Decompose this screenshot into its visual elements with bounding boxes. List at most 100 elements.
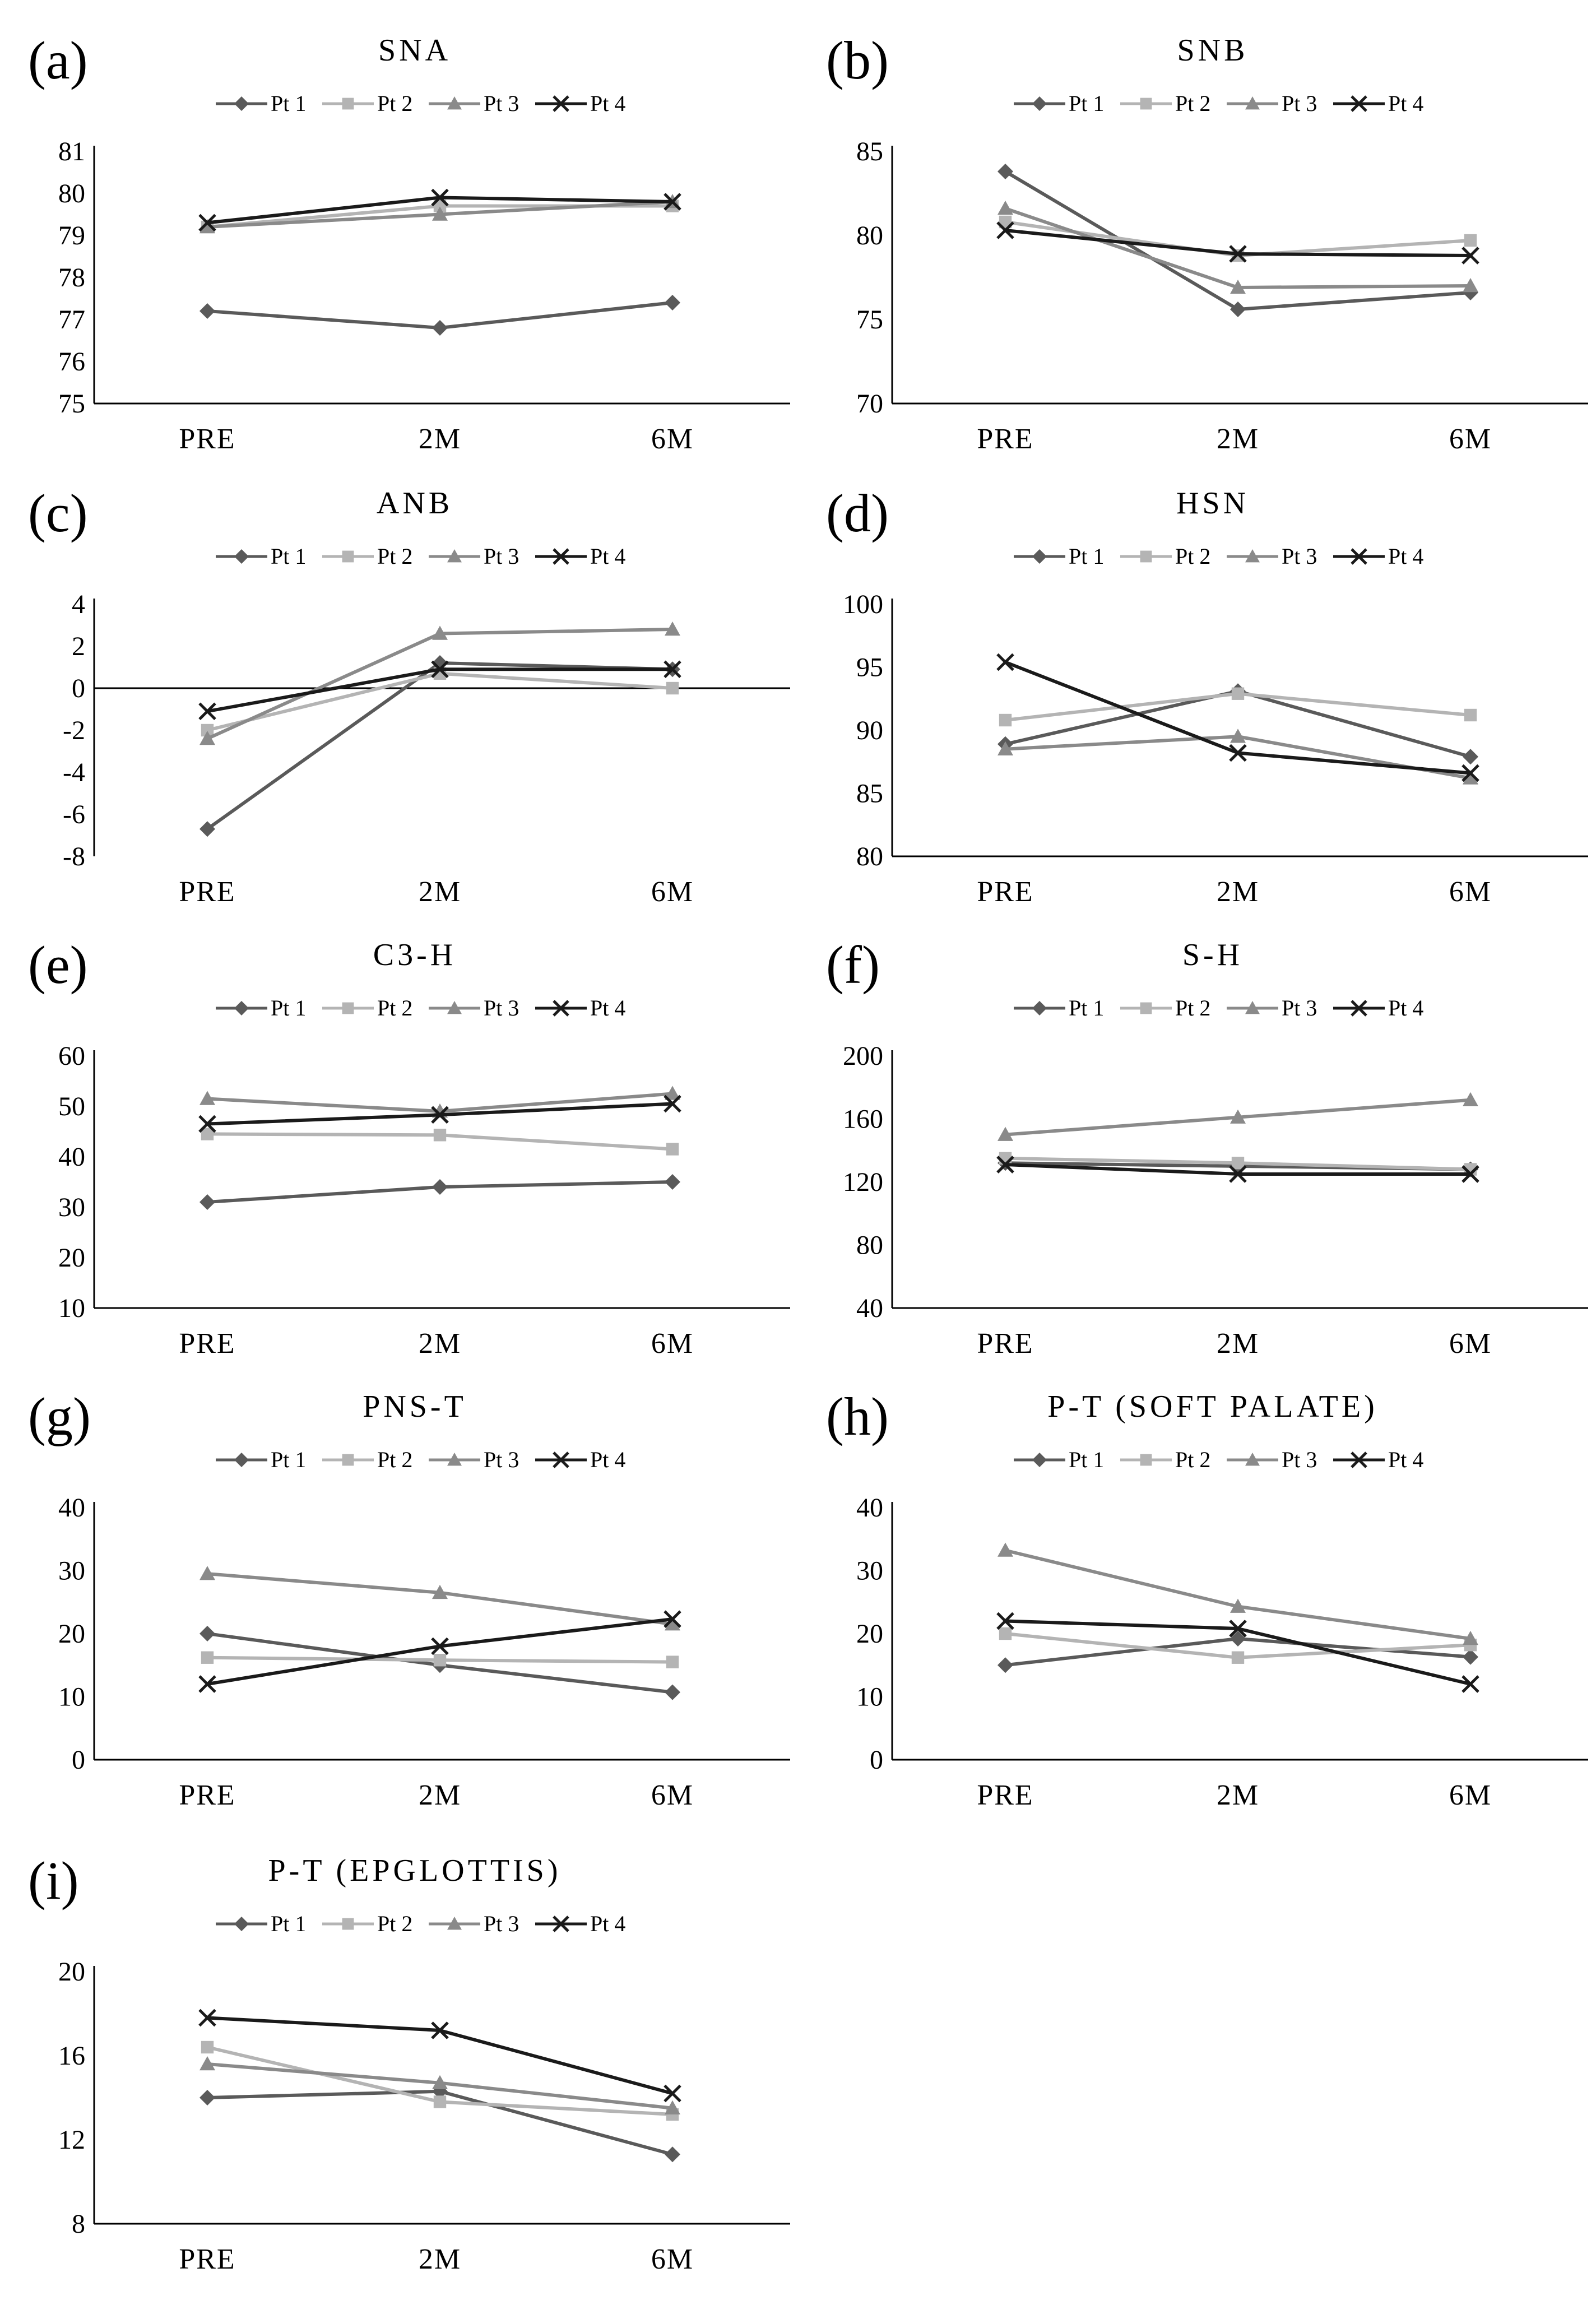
data-point [200, 219, 215, 234]
y-tick-label: 4 [72, 590, 85, 619]
chart-panel: (b) SNB Pt 1 Pt 2 Pt 3 Pt 4 70 75 80 85 PRE 2M 6M [826, 30, 1588, 455]
chart-panel: (d) HSN Pt 1 Pt 2 Pt 3 Pt 4 80 85 90 95 100 PRE 2M 6M [826, 483, 1588, 908]
legend-label: Pt 2 [1175, 544, 1210, 569]
legend: Pt 1 Pt 2 Pt 3 Pt 4 [1014, 1447, 1423, 1472]
data-point [432, 1584, 448, 1599]
data-point [998, 1657, 1013, 1673]
x-tick-label: PRE [977, 876, 1033, 908]
data-point [431, 188, 449, 207]
data-point [664, 1094, 681, 1113]
legend-label: Pt 3 [1282, 995, 1317, 1021]
legend: Pt 1 Pt 2 Pt 3 Pt 4 [216, 1911, 625, 1936]
legend-item: Pt 1 [216, 1447, 306, 1472]
x-tick-label: 6M [651, 1779, 694, 1811]
chart-title: HSN [1176, 486, 1249, 521]
legend-label: Pt 1 [1069, 91, 1104, 116]
data-point [666, 1143, 679, 1156]
y-tick-label: 30 [856, 1556, 883, 1586]
legend-label: Pt 1 [1069, 544, 1104, 569]
data-point [198, 2009, 216, 2027]
legend-item: Pt 4 [1333, 1447, 1423, 1472]
legend-marker [447, 96, 462, 110]
y-tick-label: 10 [856, 1682, 883, 1712]
data-point [996, 1156, 1014, 1174]
legend-marker [1032, 1001, 1047, 1015]
legend-item: Pt 1 [1014, 544, 1104, 569]
series-pt-1 [998, 164, 1478, 317]
data-point [996, 1612, 1014, 1630]
y-tick-label: 0 [72, 1745, 85, 1775]
series-pt-4 [198, 660, 681, 721]
legend-label: Pt 1 [271, 544, 306, 569]
data-point [1229, 245, 1247, 263]
legend-item: Pt 3 [1227, 995, 1317, 1021]
legend: Pt 1 Pt 2 Pt 3 Pt 4 [216, 995, 625, 1021]
legend-item: Pt 3 [429, 1447, 519, 1472]
legend-marker [447, 549, 462, 563]
y-tick-label: 8 [72, 2209, 85, 2239]
panel-letter: (d) [826, 483, 889, 543]
data-point [431, 1637, 449, 1655]
y-tick-label: 95 [856, 653, 883, 683]
legend-label: Pt 1 [271, 995, 306, 1021]
y-tick-label: 40 [58, 1142, 85, 1172]
legend-marker [1140, 1002, 1152, 1014]
legend-marker [553, 1916, 569, 1932]
legend-marker [342, 98, 354, 110]
data-point [432, 1179, 448, 1195]
data-point [200, 2090, 215, 2105]
legend-item: Pt 4 [535, 544, 625, 569]
series-pt-4 [198, 2009, 681, 2103]
x-tick-label: 2M [419, 1779, 461, 1811]
data-point [201, 723, 214, 737]
series-pt-3 [200, 1566, 680, 1631]
legend-label: Pt 4 [1388, 1447, 1423, 1472]
series-pt-3 [998, 1092, 1478, 1141]
legend-marker [1140, 1454, 1152, 1466]
data-point [1231, 1157, 1245, 1170]
legend: Pt 1 Pt 2 Pt 3 Pt 4 [1014, 544, 1423, 569]
y-tick-label: 78 [58, 263, 85, 293]
legend-item: Pt 4 [535, 1447, 625, 1472]
y-tick-label: 80 [58, 179, 85, 208]
y-tick-label: 40 [58, 1493, 85, 1523]
legend-marker [1140, 98, 1152, 110]
legend-label: Pt 4 [590, 91, 625, 116]
legend-marker [447, 1917, 462, 1930]
y-tick-label: 50 [58, 1092, 85, 1121]
data-point [198, 702, 216, 721]
data-point [1230, 1631, 1246, 1647]
legend: Pt 1 Pt 2 Pt 3 Pt 4 [216, 1447, 625, 1472]
data-point [996, 221, 1014, 239]
data-point [198, 1115, 216, 1133]
data-point [1463, 770, 1478, 785]
chart-title: SNA [378, 33, 451, 68]
panel-letter: (h) [826, 1386, 889, 1446]
data-point [998, 201, 1013, 215]
x-tick-label: 6M [651, 876, 694, 908]
legend-marker [342, 1454, 354, 1466]
data-point [200, 731, 215, 745]
legend-label: Pt 2 [1175, 995, 1210, 1021]
y-tick-label: 200 [843, 1041, 883, 1071]
data-point [1463, 1092, 1478, 1106]
data-point [1462, 247, 1479, 265]
series-pt-3 [200, 622, 680, 745]
legend-label: Pt 4 [590, 995, 625, 1021]
data-point [1463, 1631, 1478, 1645]
series-pt-4 [198, 1094, 681, 1133]
legend-item: Pt 2 [322, 91, 412, 116]
series-pt-2 [201, 667, 679, 737]
legend-marker [1032, 1453, 1047, 1467]
legend-marker [1245, 1453, 1260, 1466]
y-tick-label: 40 [856, 1293, 883, 1323]
data-point [431, 1106, 449, 1124]
legend-marker [553, 1451, 569, 1468]
x-tick-label: 6M [651, 2243, 694, 2275]
data-point [1229, 744, 1247, 762]
legend-label: Pt 2 [1175, 1447, 1210, 1472]
series-pt-2 [201, 1651, 679, 1668]
data-point [1230, 280, 1246, 294]
data-point [998, 1126, 1013, 1141]
y-tick-label: 76 [58, 347, 85, 377]
